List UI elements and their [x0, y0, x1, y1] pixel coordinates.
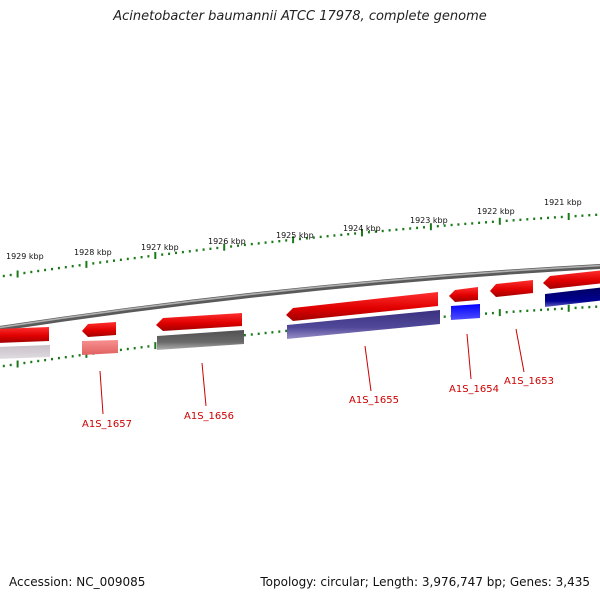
gene-block-a1s-1654[interactable]	[451, 304, 480, 320]
kbp-label: 1929 kbp	[6, 252, 44, 261]
leader-line	[364, 345, 372, 392]
gene-block-a1s-1655[interactable]	[287, 310, 440, 339]
leader-line	[99, 370, 104, 415]
gene-block-a1s-1656[interactable]	[157, 330, 244, 350]
gene-arrow[interactable]	[0, 327, 49, 343]
kbp-labels: 1929 kbp 1928 kbp 1927 kbp 1926 kbp 1925…	[6, 198, 582, 261]
leader-line	[466, 333, 472, 380]
kbp-label: 1926 kbp	[208, 237, 246, 246]
outer-tick-ring	[2, 213, 598, 278]
kbp-label: 1922 kbp	[477, 207, 515, 216]
gene-label[interactable]: A1S_1656	[184, 411, 234, 422]
kbp-label: 1923 kbp	[410, 216, 448, 225]
kbp-label: 1925 kbp	[276, 231, 314, 240]
gene-arrow[interactable]	[286, 292, 438, 321]
gene-block-a1s-1657[interactable]	[82, 340, 118, 355]
gene-labels: A1S_1657 A1S_1656 A1S_1655 A1S_1654 A1S_…	[82, 376, 554, 430]
forward-genes	[0, 270, 600, 343]
leader-line	[201, 362, 207, 407]
genome-summary: Topology: circular; Length: 3,976,747 bp…	[260, 575, 590, 589]
gene-arrow[interactable]	[82, 322, 116, 337]
genome-backbone-highlight	[0, 264, 600, 329]
reverse-genes	[0, 287, 600, 359]
kbp-label: 1927 kbp	[141, 243, 179, 252]
kbp-label: 1921 kbp	[544, 198, 582, 207]
gene-arrow[interactable]	[543, 270, 600, 289]
gene-arrow[interactable]	[449, 287, 478, 302]
gene-label[interactable]: A1S_1653	[504, 376, 554, 387]
gene-arrow[interactable]	[490, 280, 533, 297]
gene-label[interactable]: A1S_1654	[449, 384, 499, 395]
gene-label[interactable]: A1S_1655	[349, 395, 399, 406]
leader-line	[515, 328, 525, 373]
kbp-label: 1928 kbp	[74, 248, 112, 257]
gene-arrow[interactable]	[156, 313, 242, 331]
gene-block[interactable]	[0, 345, 50, 359]
map-title: Acinetobacter baumannii ATCC 17978, comp…	[113, 9, 487, 24]
label-leaders	[99, 328, 525, 415]
accession-text: Accession: NC_009085	[9, 575, 146, 589]
gene-label[interactable]: A1S_1657	[82, 419, 132, 430]
genome-backbone	[0, 264, 600, 332]
kbp-label: 1924 kbp	[343, 224, 381, 233]
gene-block-a1s-1653[interactable]	[545, 287, 600, 307]
